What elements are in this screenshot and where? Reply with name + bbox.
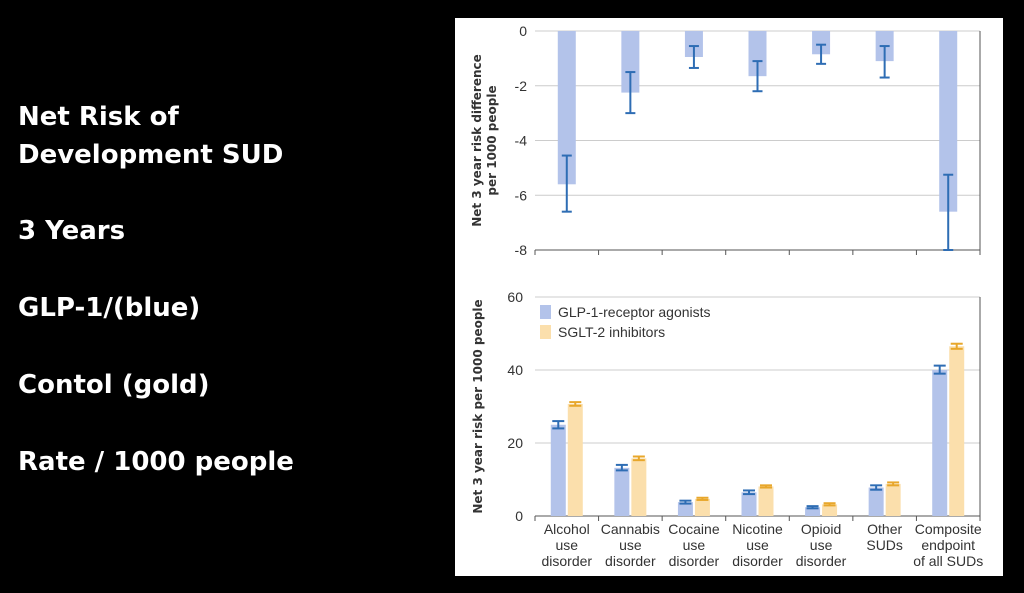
bottom-bar-sglt2 (885, 483, 901, 516)
bottom-bar-glp1 (805, 507, 821, 516)
slide-line-rate: Rate / 1000 people (18, 447, 294, 477)
top-bar (939, 31, 958, 212)
top-y-tick-label: -8 (515, 242, 528, 258)
bottom-bar-sglt2 (694, 498, 710, 516)
bottom-x-tick-label: Opioid (801, 521, 841, 537)
bottom-bar-glp1 (741, 492, 757, 516)
bottom-x-tick-label: use (555, 537, 578, 553)
chart-svg: 0 -2 -4 -6 -8 Net 3 year risk differenceper 1… (470, 23, 983, 569)
top-bar (748, 31, 767, 77)
top-y-axis-label: Net 3 year risk differenceper 1000 peopl… (470, 54, 499, 227)
bottom-bar-glp1 (550, 424, 566, 516)
chart-panel: 0 -2 -4 -6 -8 Net 3 year risk differenceper 1… (455, 18, 1003, 576)
bottom-bar-sglt2 (758, 486, 774, 516)
bottom-bar-sglt2 (631, 458, 647, 516)
bottom-x-tick-label: use (810, 537, 833, 553)
bottom-x-tick-label: of all SUDs (913, 553, 983, 569)
top-y-tick-label: 0 (519, 23, 527, 39)
bottom-x-tick-label: Other (867, 521, 902, 537)
top-y-tick-label: -6 (515, 187, 528, 203)
bottom-x-tick-label: use (683, 537, 706, 553)
top-bar (621, 31, 640, 93)
bottom-x-tick-label: Alcohol (544, 521, 590, 537)
legend-swatch-glp1 (540, 305, 551, 319)
slide-line-control: Contol (gold) (18, 370, 210, 400)
bottom-x-tick-label: use (746, 537, 769, 553)
bottom-x-tick-label: Cannabis (601, 521, 660, 537)
bottom-bar-sglt2 (567, 403, 583, 516)
bottom-x-tick-label: disorder (796, 553, 847, 569)
bottom-y-tick-label: 60 (507, 289, 523, 305)
bottom-y-tick-label: 20 (507, 435, 523, 451)
legend-label-glp1: GLP-1-receptor agonists (558, 304, 711, 320)
bottom-bar-glp1 (868, 487, 884, 516)
bottom-x-tick-label: endpoint (921, 537, 975, 553)
slide-line-title-1: Net Risk of (18, 102, 179, 132)
bottom-y-tick-label: 0 (515, 508, 523, 524)
slide-line-glp1: GLP-1/(blue) (18, 293, 201, 323)
legend-label-sglt2: SGLT-2 inhibitors (558, 324, 665, 340)
bottom-x-tick-label: use (619, 537, 642, 553)
slide-line-years: 3 Years (18, 216, 126, 246)
slide-line-title-2: Development SUD (18, 140, 284, 170)
bottom-x-tick-label: Composite (915, 521, 982, 537)
bottom-y-axis-label: Net 3 year risk per 1000 people (471, 299, 485, 513)
top-bar (557, 31, 576, 185)
top-bar (812, 31, 831, 55)
top-y-tick-label: -4 (515, 133, 528, 149)
bottom-x-tick-label: disorder (541, 553, 592, 569)
bottom-x-tick-label: Cocaine (668, 521, 720, 537)
bottom-x-tick-label: Nicotine (732, 521, 783, 537)
bottom-x-tick-label: SUDs (866, 537, 903, 553)
bottom-bar-sglt2 (949, 346, 965, 516)
bottom-x-tick-label: disorder (732, 553, 783, 569)
bottom-bar-glp1 (677, 502, 693, 516)
bottom-x-tick-label: disorder (605, 553, 656, 569)
legend-swatch-sglt2 (540, 325, 551, 339)
bottom-y-tick-label: 40 (507, 362, 523, 378)
top-bar (684, 31, 703, 58)
bottom-bar-glp1 (614, 467, 630, 516)
bottom-x-tick-label: disorder (669, 553, 720, 569)
bottom-bar-sglt2 (822, 504, 838, 516)
bottom-bar-glp1 (932, 370, 948, 516)
top-y-tick-label: -2 (515, 78, 528, 94)
